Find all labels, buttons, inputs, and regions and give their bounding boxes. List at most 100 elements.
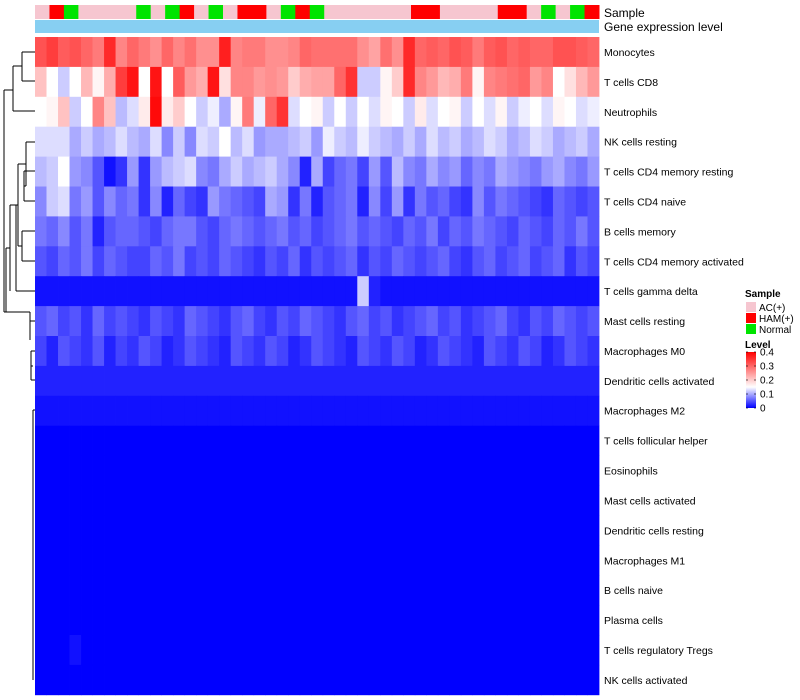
heatmap-cell xyxy=(276,425,289,456)
heatmap-cell xyxy=(219,425,232,456)
heatmap-cell xyxy=(541,66,554,98)
heatmap-cell xyxy=(288,515,301,546)
sample-annotation-cell xyxy=(526,5,542,19)
row-label: B cells memory xyxy=(604,226,677,238)
heatmap-cell xyxy=(575,545,588,576)
heatmap-cell xyxy=(196,276,209,307)
heatmap-cell xyxy=(58,605,70,636)
heatmap-cell xyxy=(58,306,70,337)
heatmap-cell xyxy=(69,515,82,546)
heatmap-cell xyxy=(35,664,47,696)
heatmap-cell xyxy=(403,575,416,606)
heatmap-cell xyxy=(138,425,151,456)
heatmap-cell xyxy=(506,37,519,68)
sample-annotation-cell xyxy=(353,5,369,19)
heatmap-cell xyxy=(58,336,70,367)
heatmap-cell xyxy=(242,156,255,187)
heatmap-cell xyxy=(184,186,197,217)
heatmap-cell xyxy=(207,425,220,456)
heatmap-cell xyxy=(46,126,59,157)
heatmap-cell xyxy=(81,365,93,397)
dendrogram-branch xyxy=(10,141,35,262)
sample-annotation-cell xyxy=(63,5,79,19)
heatmap-cell xyxy=(345,186,358,217)
heatmap-cell xyxy=(460,126,473,157)
heatmap-cell xyxy=(161,186,174,217)
heatmap-cell xyxy=(506,545,519,576)
heatmap-cell xyxy=(426,545,439,576)
heatmap-cell xyxy=(276,156,289,187)
heatmap-cell xyxy=(414,425,427,456)
heatmap-cell xyxy=(69,276,82,307)
heatmap-cell xyxy=(472,365,485,397)
heatmap-cell xyxy=(449,246,462,277)
heatmap-cell xyxy=(219,545,232,576)
heatmap-cell xyxy=(426,156,439,187)
heatmap-cell xyxy=(138,126,151,157)
heatmap-cell xyxy=(242,365,255,397)
heatmap-cell xyxy=(495,664,508,696)
heatmap-cells xyxy=(35,37,600,696)
heatmap-cell xyxy=(46,336,59,367)
heatmap-cell xyxy=(127,216,139,247)
legend-label: AC(+) xyxy=(759,303,785,314)
heatmap-cell xyxy=(472,635,485,666)
heatmap-cell xyxy=(207,605,220,636)
heatmap-cell xyxy=(35,37,47,68)
heatmap-cell xyxy=(161,664,174,696)
heatmap-cell xyxy=(403,37,416,68)
heatmap-cell xyxy=(150,126,163,157)
heatmap-cell xyxy=(253,545,266,576)
heatmap-cell xyxy=(357,515,370,546)
heatmap-cell xyxy=(138,156,151,187)
heatmap-cell xyxy=(150,455,163,486)
heatmap-cell xyxy=(46,425,59,456)
heatmap-cell xyxy=(334,37,347,68)
heatmap-cell xyxy=(587,276,600,307)
heatmap-cell xyxy=(575,216,588,247)
heatmap-cell xyxy=(92,425,105,456)
heatmap-cell xyxy=(437,664,450,696)
heatmap-cell xyxy=(564,246,577,277)
heatmap-cell xyxy=(276,37,289,68)
heatmap-cell xyxy=(242,37,255,68)
heatmap-cell xyxy=(472,425,485,456)
sample-annotation-cell xyxy=(35,5,50,19)
heatmap-cell xyxy=(184,664,197,696)
heatmap-cell xyxy=(81,395,93,427)
heatmap-cell xyxy=(299,276,312,307)
heatmap-cell xyxy=(334,156,347,187)
heatmap-cell xyxy=(403,186,416,217)
heatmap-cell xyxy=(552,37,565,68)
heatmap-cell xyxy=(368,306,381,337)
heatmap-cell xyxy=(81,66,93,98)
heatmap-cell xyxy=(541,336,554,367)
heatmap-cell xyxy=(575,186,588,217)
heatmap-cell xyxy=(311,156,324,187)
heatmap-cell xyxy=(207,37,220,68)
heatmap-cell xyxy=(35,425,47,456)
heatmap-cell xyxy=(127,395,139,427)
heatmap-cell xyxy=(253,276,266,307)
heatmap-cell xyxy=(311,515,324,546)
heatmap-cell xyxy=(104,37,116,68)
sample-annotation-cell xyxy=(439,5,455,19)
heatmap-cell xyxy=(265,336,278,367)
heatmap-cell xyxy=(483,336,496,367)
heatmap-cell xyxy=(357,126,370,157)
heatmap-cell xyxy=(564,515,577,546)
heatmap-cell xyxy=(288,485,301,516)
heatmap-cell xyxy=(150,515,163,546)
heatmap-cell xyxy=(426,455,439,486)
colorbar-tick-label: 0.4 xyxy=(760,348,774,359)
heatmap-cell xyxy=(345,605,358,636)
heatmap-cell xyxy=(242,66,255,98)
row-label: B cells naive xyxy=(604,585,663,597)
heatmap-cell xyxy=(518,455,531,486)
heatmap-cell xyxy=(564,545,577,576)
heatmap-cell xyxy=(276,485,289,516)
heatmap-cell xyxy=(92,664,105,696)
heatmap-cell xyxy=(564,156,577,187)
heatmap-cell xyxy=(81,216,93,247)
